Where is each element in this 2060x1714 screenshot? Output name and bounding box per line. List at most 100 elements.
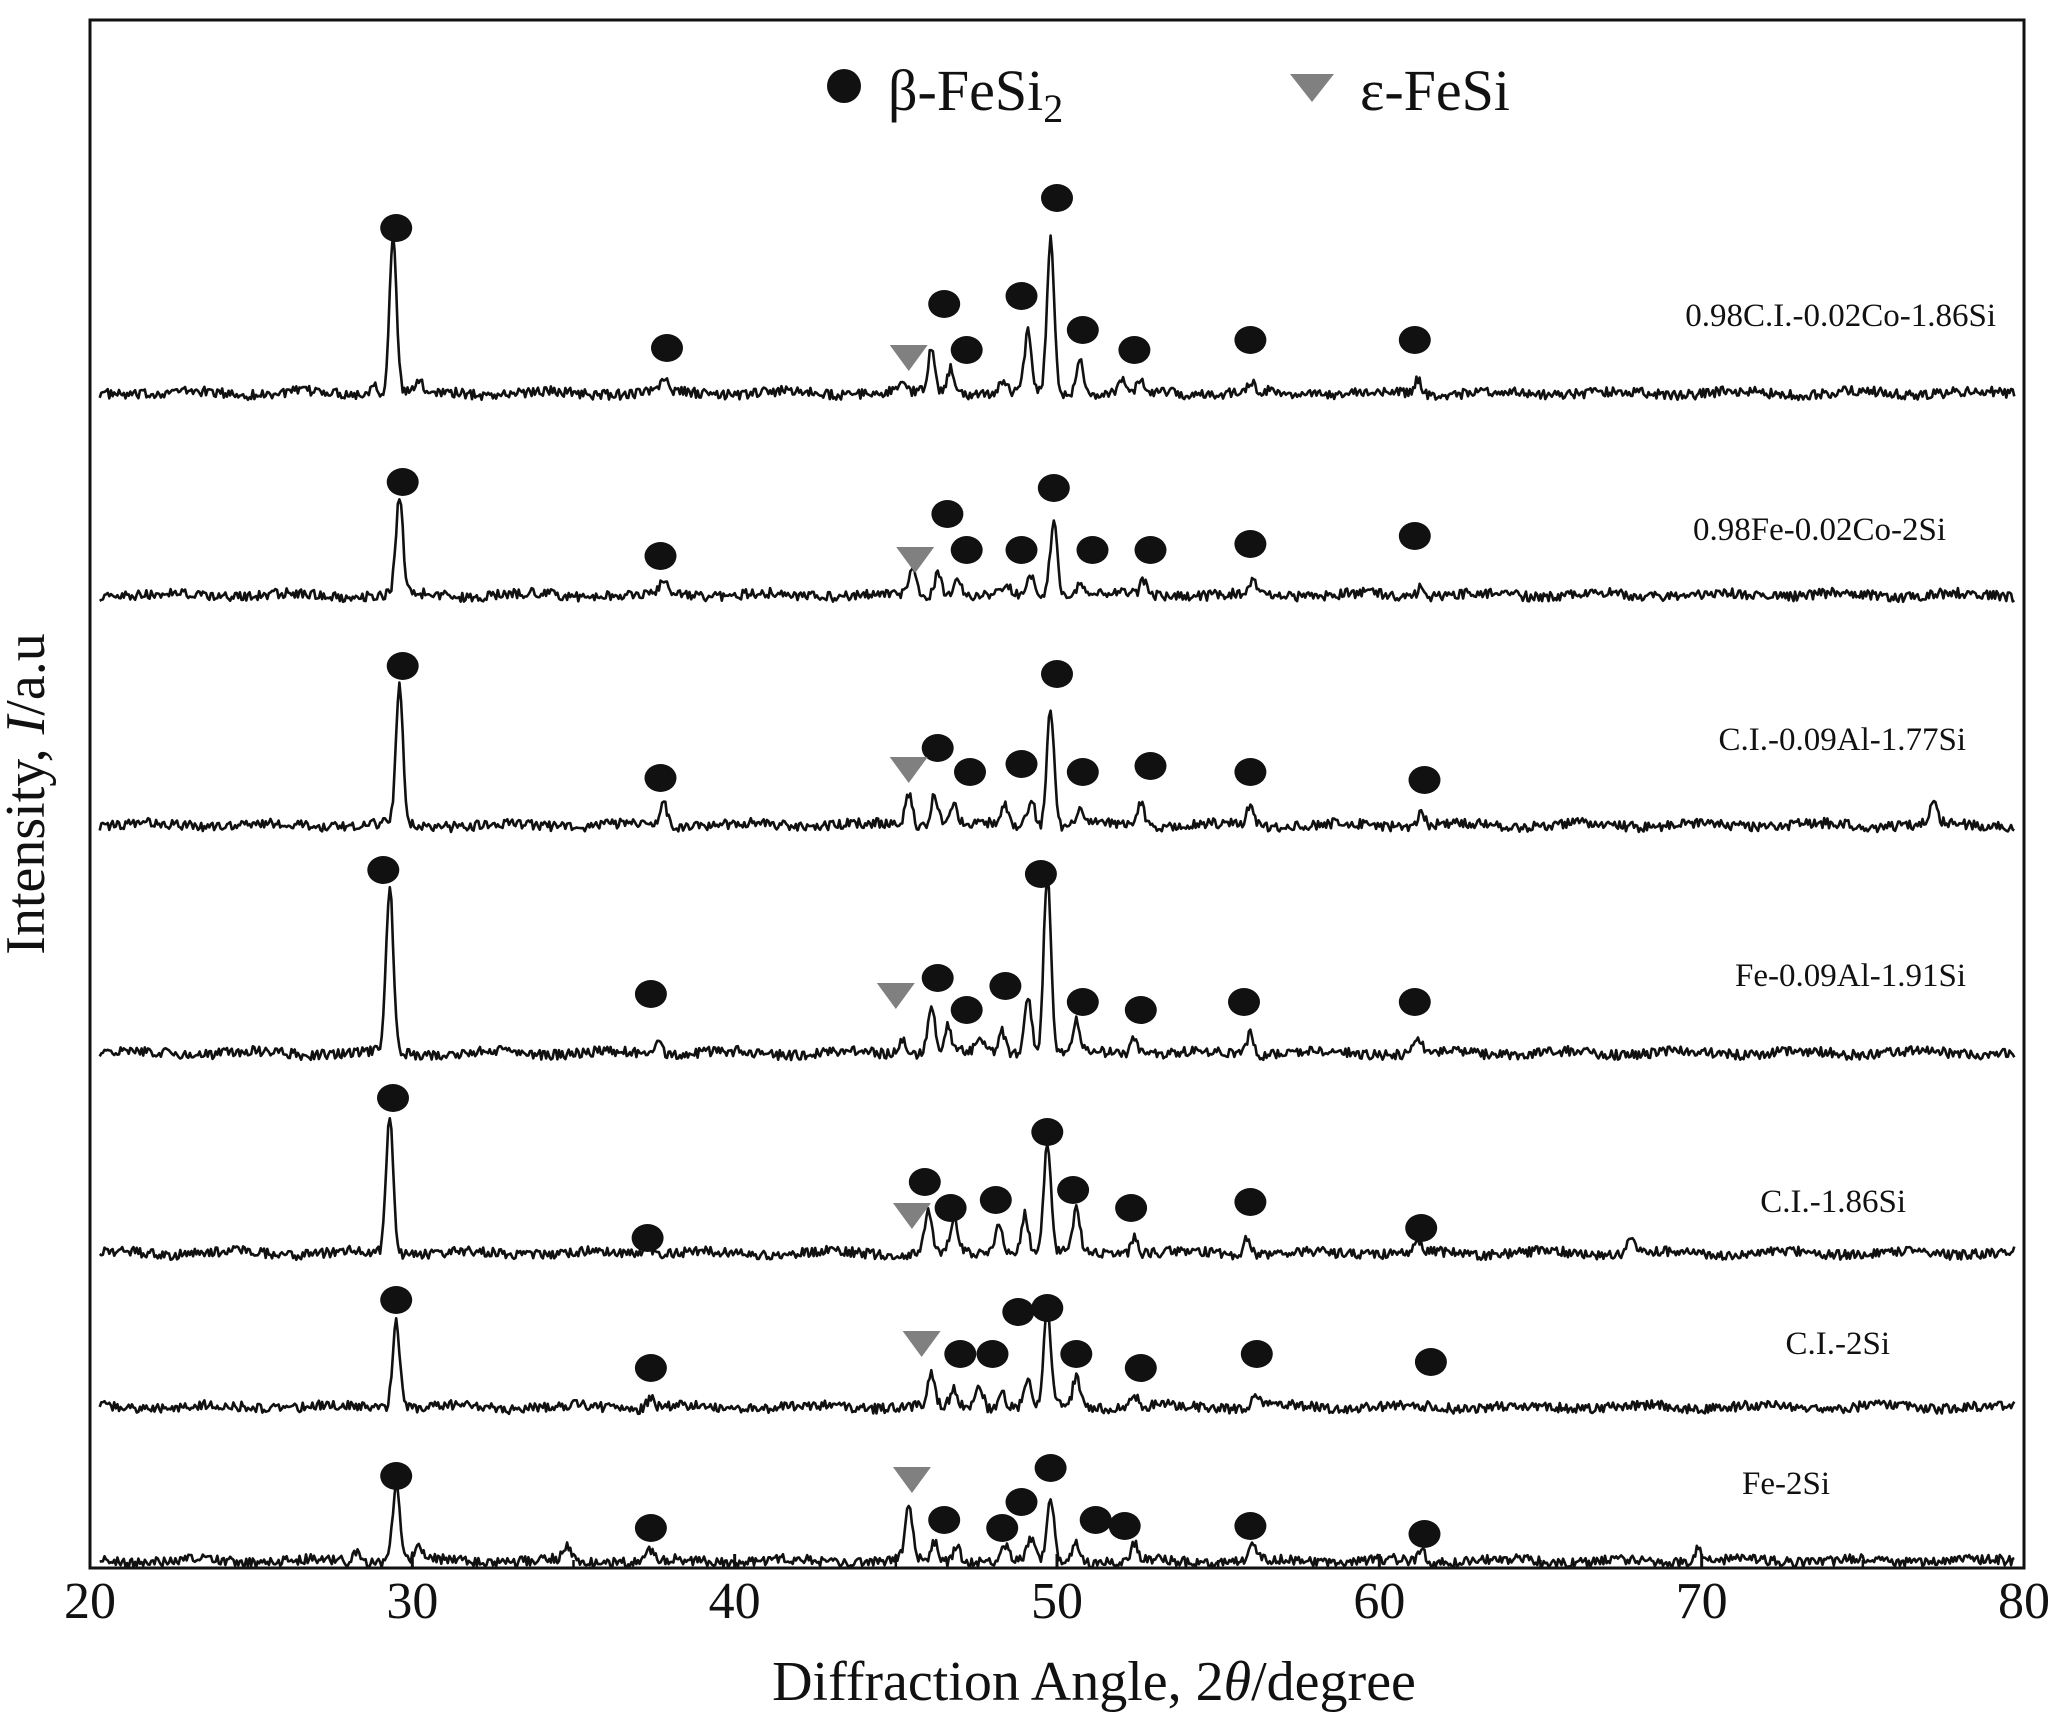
x-tick-label-30: 30 xyxy=(386,1573,438,1630)
beta-fesi2-marker-c-i-0-09al-1-77si-1 xyxy=(644,764,677,792)
x-tick-label-60: 60 xyxy=(1353,1573,1405,1630)
beta-fesi2-marker-fe-0-09al-1-91si-7 xyxy=(1124,996,1157,1024)
beta-fesi2-marker-fe-2si-2 xyxy=(928,1506,961,1534)
beta-fesi2-marker-fe-0-09al-1-91si-2 xyxy=(921,964,954,992)
legend-epsilon-fesi-marker xyxy=(1290,74,1334,102)
beta-fesi2-marker-fe-2si-9 xyxy=(1408,1520,1441,1548)
beta-fesi2-marker-0-98fe-0-02co-2si-5 xyxy=(1037,474,1070,502)
sample-label-0-98c-i-0-02co-1-86si: 0.98C.I.-0.02Co-1.86Si xyxy=(1685,298,1996,334)
legend-beta-fesi2-label: β-FeSi2 xyxy=(888,58,1063,131)
beta-fesi2-marker-0-98fe-0-02co-2si-4 xyxy=(1005,536,1038,564)
beta-fesi2-marker-c-i-1-86si-5 xyxy=(1031,1118,1064,1146)
beta-fesi2-marker-0-98c-i-0-02co-1-86si-8 xyxy=(1234,326,1267,354)
beta-fesi2-marker-c-i-0-09al-1-77si-8 xyxy=(1234,758,1267,786)
sample-labels: 0.98C.I.-0.02Co-1.86Si 0.98Fe-0.02Co-2Si C… xyxy=(1685,298,1996,1502)
beta-fesi2-marker-fe-2si-5 xyxy=(1034,1454,1067,1482)
beta-fesi2-marker-c-i-2si-8 xyxy=(1240,1340,1273,1368)
beta-fesi2-marker-fe-2si-6 xyxy=(1079,1506,1112,1534)
beta-fesi2-marker-c-i-2si-0 xyxy=(380,1286,413,1314)
epsilon-fesi-marker-c-i-1-86si-0 xyxy=(892,1203,931,1229)
beta-fesi2-marker-fe-0-09al-1-91si-5 xyxy=(1024,860,1057,888)
beta-fesi2-marker-fe-2si-3 xyxy=(986,1514,1019,1542)
beta-fesi2-marker-c-i-1-86si-0 xyxy=(377,1084,409,1112)
x-axis-title: Diffraction Angle, 2θ/degree xyxy=(772,1651,1416,1713)
beta-fesi2-marker-0-98c-i-0-02co-1-86si-4 xyxy=(1005,282,1038,310)
trace-c-i-0-09al-1-77si xyxy=(98,681,2015,834)
beta-fesi2-marker-c-i-1-86si-8 xyxy=(1234,1188,1267,1216)
x-tick-label-70: 70 xyxy=(1676,1573,1728,1630)
trace-0-98fe-0-02co-2si xyxy=(99,498,2016,604)
beta-fesi2-marker-c-i-2si-5 xyxy=(1031,1294,1064,1322)
beta-fesi2-marker-0-98c-i-0-02co-1-86si-7 xyxy=(1118,336,1151,364)
beta-fesi2-marker-fe-2si-0 xyxy=(380,1462,413,1490)
beta-fesi2-marker-c-i-0-09al-1-77si-6 xyxy=(1066,758,1099,786)
legend-epsilon-fesi-label: ε-FeSi xyxy=(1360,58,1510,123)
beta-fesi2-marker-fe-2si-8 xyxy=(1234,1512,1267,1540)
legend-beta-fesi2-marker xyxy=(827,69,861,103)
beta-fesi2-marker-c-i-1-86si-3 xyxy=(934,1194,967,1222)
beta-fesi2-marker-0-98fe-0-02co-2si-7 xyxy=(1134,536,1167,564)
beta-fesi2-marker-0-98c-i-0-02co-1-86si-9 xyxy=(1398,326,1431,354)
beta-fesi2-marker-0-98c-i-0-02co-1-86si-1 xyxy=(651,334,683,362)
beta-fesi2-marker-0-98fe-0-02co-2si-1 xyxy=(644,542,677,570)
beta-fesi2-marker-c-i-1-86si-9 xyxy=(1405,1214,1438,1242)
traces xyxy=(98,231,2016,1570)
beta-fesi2-marker-c-i-2si-6 xyxy=(1060,1340,1093,1368)
trace-c-i-2si xyxy=(98,1312,2016,1416)
phase-markers xyxy=(367,184,1447,1548)
beta-fesi2-marker-fe-2si-1 xyxy=(634,1514,667,1542)
x-tick-label-80: 80 xyxy=(1998,1573,2050,1630)
beta-fesi2-marker-fe-0-09al-1-91si-3 xyxy=(950,996,983,1024)
epsilon-fesi-marker-fe-0-09al-1-91si-0 xyxy=(876,983,915,1009)
x-tick-label-20: 20 xyxy=(64,1573,116,1630)
epsilon-fesi-marker-0-98fe-0-02co-2si-0 xyxy=(896,547,935,573)
beta-fesi2-marker-fe-0-09al-1-91si-4 xyxy=(989,972,1022,1000)
beta-fesi2-marker-c-i-0-09al-1-77si-3 xyxy=(954,758,986,786)
sample-label-fe-0-09al-1-91si: Fe-0.09Al-1.91Si xyxy=(1735,958,1966,994)
beta-fesi2-marker-0-98c-i-0-02co-1-86si-3 xyxy=(950,336,983,364)
sample-label-c-i-1-86si: C.I.-1.86Si xyxy=(1760,1184,1906,1220)
beta-fesi2-marker-c-i-0-09al-1-77si-2 xyxy=(921,734,954,762)
epsilon-fesi-marker-c-i-2si-0 xyxy=(902,1331,941,1357)
beta-fesi2-marker-0-98fe-0-02co-2si-6 xyxy=(1076,536,1109,564)
beta-fesi2-marker-0-98fe-0-02co-2si-9 xyxy=(1398,522,1431,550)
beta-fesi2-marker-c-i-2si-7 xyxy=(1124,1354,1157,1382)
beta-fesi2-marker-c-i-0-09al-1-77si-9 xyxy=(1408,766,1441,794)
beta-fesi2-marker-c-i-0-09al-1-77si-4 xyxy=(1005,750,1038,778)
beta-fesi2-marker-0-98c-i-0-02co-1-86si-2 xyxy=(928,290,961,318)
trace-fe-2si xyxy=(99,1477,2015,1570)
beta-fesi2-marker-c-i-2si-9 xyxy=(1414,1348,1447,1376)
beta-fesi2-marker-fe-0-09al-1-91si-0 xyxy=(367,856,400,884)
beta-fesi2-marker-fe-0-09al-1-91si-8 xyxy=(1228,988,1260,1016)
beta-fesi2-marker-c-i-0-09al-1-77si-5 xyxy=(1041,660,1073,688)
sample-label-c-i-0-09al-1-77si: C.I.-0.09Al-1.77Si xyxy=(1719,722,1967,758)
beta-fesi2-marker-0-98c-i-0-02co-1-86si-6 xyxy=(1066,316,1099,344)
beta-fesi2-marker-c-i-2si-2 xyxy=(944,1340,977,1368)
beta-fesi2-marker-c-i-2si-4 xyxy=(1002,1298,1035,1326)
x-axis-ticks: 20 30 40 50 60 70 80 xyxy=(64,1554,2050,1630)
trace-c-i-1-86si xyxy=(98,1117,2016,1262)
beta-fesi2-marker-0-98c-i-0-02co-1-86si-5 xyxy=(1041,184,1073,212)
beta-fesi2-marker-c-i-1-86si-2 xyxy=(908,1168,941,1196)
epsilon-fesi-marker-0-98c-i-0-02co-1-86si-0 xyxy=(889,345,928,371)
trace-0-98c-i-0-02co-1-86si xyxy=(98,231,2016,402)
trace-fe-0-09al-1-91si xyxy=(98,874,2016,1062)
x-tick-label-40: 40 xyxy=(709,1573,761,1630)
beta-fesi2-marker-c-i-2si-3 xyxy=(976,1340,1009,1368)
epsilon-fesi-marker-fe-2si-0 xyxy=(892,1467,931,1493)
beta-fesi2-marker-c-i-0-09al-1-77si-0 xyxy=(386,652,419,680)
sample-label-0-98fe-0-02co-2si: 0.98Fe-0.02Co-2Si xyxy=(1693,512,1946,548)
beta-fesi2-marker-c-i-1-86si-4 xyxy=(979,1186,1012,1214)
beta-fesi2-marker-c-i-2si-1 xyxy=(634,1354,667,1382)
beta-fesi2-marker-fe-2si-4 xyxy=(1005,1488,1038,1516)
y-axis-title: Intensity, I/a.u xyxy=(0,633,57,954)
epsilon-fesi-marker-c-i-0-09al-1-77si-0 xyxy=(889,757,928,783)
beta-fesi2-marker-fe-0-09al-1-91si-9 xyxy=(1398,988,1431,1016)
beta-fesi2-marker-c-i-0-09al-1-77si-7 xyxy=(1134,752,1167,780)
legend: β-FeSi2 ε-FeSi xyxy=(827,58,1510,131)
beta-fesi2-marker-fe-2si-7 xyxy=(1108,1512,1141,1540)
beta-fesi2-marker-0-98c-i-0-02co-1-86si-0 xyxy=(380,214,413,242)
beta-fesi2-marker-0-98fe-0-02co-2si-0 xyxy=(386,468,419,496)
beta-fesi2-marker-fe-0-09al-1-91si-6 xyxy=(1066,988,1099,1016)
